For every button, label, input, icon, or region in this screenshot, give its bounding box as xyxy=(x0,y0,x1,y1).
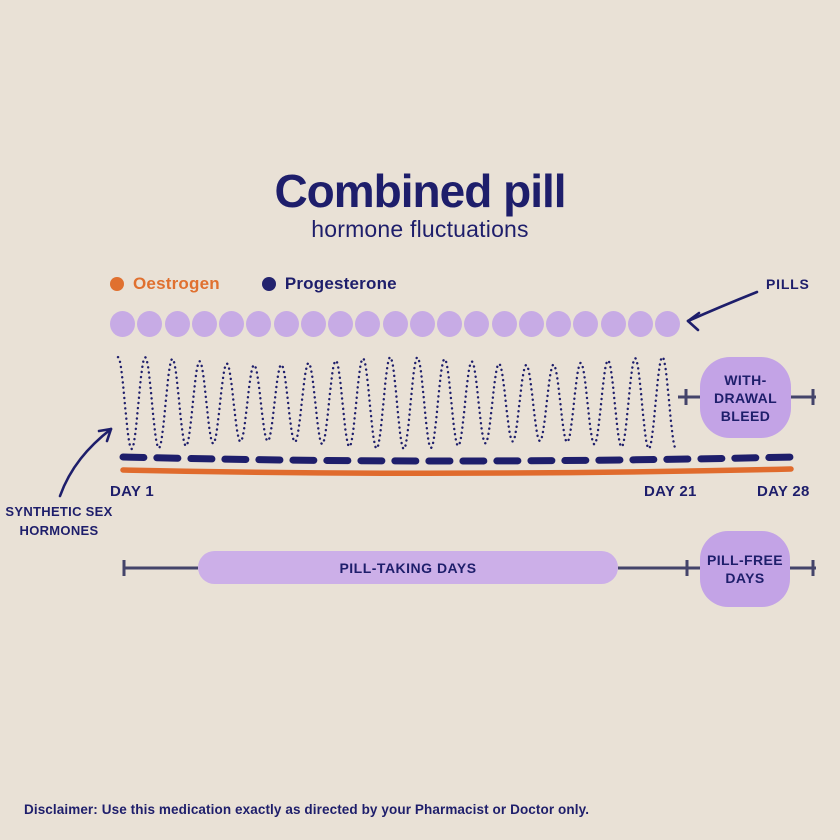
pill-dot xyxy=(600,311,626,337)
synthetic-hormones-line2: HORMONES xyxy=(19,523,99,538)
pill-dot xyxy=(246,311,272,337)
pill-dot xyxy=(300,311,326,337)
pill-dot xyxy=(164,311,190,337)
legend-item-oestrogen: Oestrogen xyxy=(110,274,220,294)
pill-dot xyxy=(409,311,435,337)
pill-dot xyxy=(355,311,381,337)
withdrawal-bleed-box: WITH- DRAWAL BLEED xyxy=(700,357,791,438)
pill-dot xyxy=(328,311,353,337)
day-1-label: DAY 1 xyxy=(110,483,155,500)
legend: Oestrogen Progesterone xyxy=(110,274,397,294)
legend-label-progesterone: Progesterone xyxy=(284,274,397,293)
pill-dot xyxy=(110,311,135,337)
page-subtitle: hormone fluctuations xyxy=(311,216,529,242)
pill-dot xyxy=(573,311,599,337)
pill-free-days-box: PILL-FREE DAYS xyxy=(700,531,790,607)
pill-free-line1: PILL-FREE xyxy=(707,552,783,568)
synthetic-hormones-line1: SYNTHETIC SEX xyxy=(5,504,113,519)
pill-dot xyxy=(273,311,299,337)
pill-taking-days-bar: PILL-TAKING DAYS xyxy=(198,551,618,584)
progesterone-dot-icon xyxy=(261,277,276,291)
timeline-bracket xyxy=(122,560,816,576)
pill-dot xyxy=(546,311,571,337)
hormone-fluctuation-wave xyxy=(116,355,678,451)
oestrogen-line xyxy=(120,466,794,477)
withdrawal-bleed-line1: WITH- xyxy=(724,371,767,388)
withdrawal-bleed-line3: BLEED xyxy=(720,407,771,424)
legend-label-oestrogen: Oestrogen xyxy=(133,274,220,293)
synthetic-hormones-note: SYNTHETIC SEX HORMONES xyxy=(2,502,116,540)
pill-dot xyxy=(191,311,217,337)
page-title: Combined pill xyxy=(274,165,566,217)
pill-dot xyxy=(518,311,544,337)
legend-item-progesterone: Progesterone xyxy=(261,274,397,294)
withdrawal-bleed-bracket xyxy=(678,389,816,405)
oestrogen-dot-icon xyxy=(110,277,124,291)
pill-dot xyxy=(437,311,462,337)
pill-dot xyxy=(219,311,244,337)
pills-label: PILLS xyxy=(766,276,810,292)
pill-dot xyxy=(464,311,490,337)
day-28-label: DAY 28 xyxy=(757,483,810,500)
pill-dot xyxy=(655,311,680,337)
day-21-label: DAY 21 xyxy=(644,483,697,500)
pills-arrow xyxy=(686,290,759,332)
pill-dot xyxy=(491,311,517,337)
pill-free-line2: DAYS xyxy=(725,570,765,586)
pill-dot xyxy=(137,311,163,337)
disclaimer-text: Disclaimer: Use this medication exactly … xyxy=(24,802,590,817)
pill-dot xyxy=(382,311,408,337)
synthetic-hormones-arrow xyxy=(58,427,113,498)
withdrawal-bleed-line2: DRAWAL xyxy=(713,389,778,406)
pill-dot xyxy=(627,311,653,337)
pill-dots-row xyxy=(110,311,680,337)
progesterone-line xyxy=(119,453,797,465)
